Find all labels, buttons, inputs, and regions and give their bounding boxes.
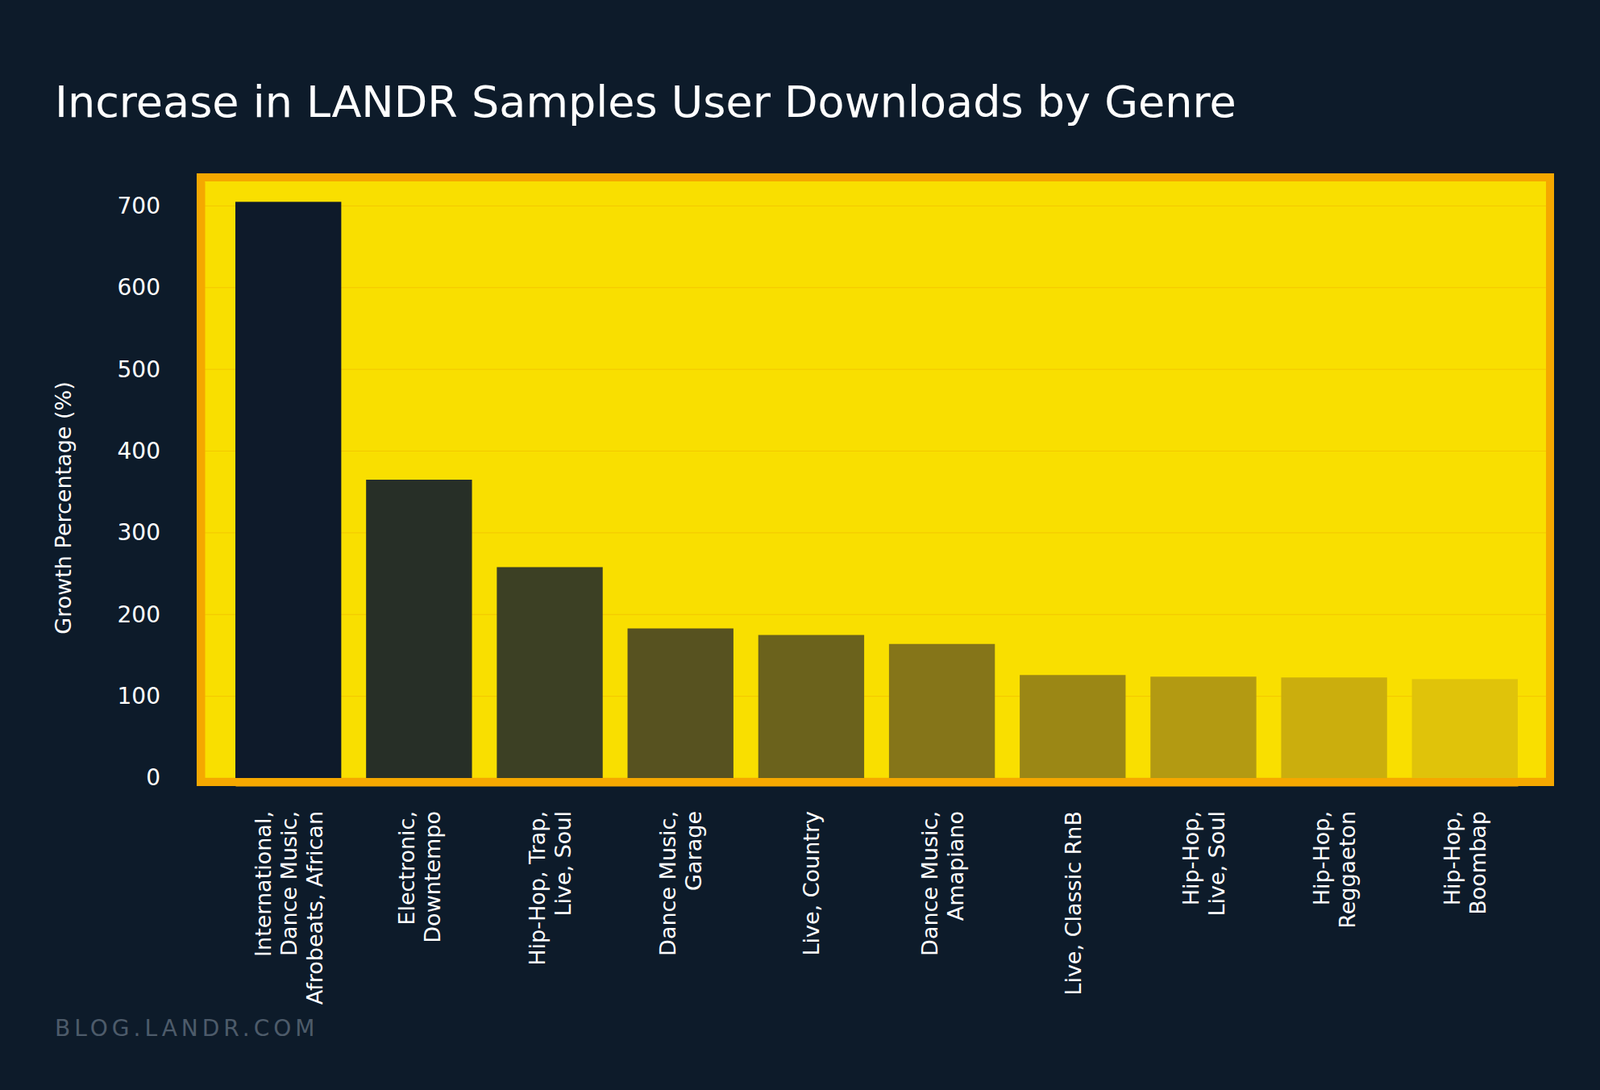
x-tick-label: Hip-Hop, Trap,Live, Soul — [524, 810, 576, 966]
y-axis: 0 100 200 300 400 500 600 700 — [117, 182, 202, 792]
bar — [1019, 674, 1126, 778]
x-tick: Hip-Hop, Trap,Live, Soul — [524, 781, 576, 966]
x-tick: Dance Music,Amapiano — [917, 781, 969, 956]
x-tick-label-line: Afrobeats, African — [302, 810, 328, 1005]
x-tick-label-line: Dance Music, — [655, 810, 681, 956]
x-tick: Dance Music,Garage — [655, 781, 707, 956]
x-tick-label: Dance Music,Amapiano — [917, 810, 969, 956]
grid-line — [204, 450, 1546, 452]
x-tick-label: Live, Classic RnB — [1060, 810, 1086, 996]
x-tick-label: Dance Music,Garage — [655, 810, 707, 956]
x-tick-label-line: Downtempo — [419, 810, 445, 944]
x-tick-label-line: Boombap — [1465, 810, 1491, 915]
bar — [365, 479, 472, 778]
x-tick-label-line: Dance Music, — [276, 810, 302, 956]
grid-line — [204, 205, 1546, 207]
x-axis-line — [236, 778, 1519, 787]
y-tick: 400 — [117, 437, 201, 465]
x-tick: Electronic,Downtempo — [394, 781, 445, 944]
y-tick: 200 — [117, 601, 201, 628]
y-tick: 100 — [117, 682, 201, 710]
bar — [889, 644, 995, 778]
x-tick-label: Hip-Hop,Boombap — [1439, 810, 1491, 915]
x-tick: International,Dance Music,Afrobeats, Afr… — [250, 781, 328, 1005]
x-axis: International,Dance Music,Afrobeats, Afr… — [236, 781, 1519, 1005]
x-tick-label-line: Hip-Hop, — [1439, 810, 1465, 906]
grid-line — [204, 286, 1546, 288]
x-tick-label-line: Live, Soul — [550, 810, 576, 917]
x-tick-label: Hip-Hop,Reggaeton — [1309, 810, 1360, 929]
y-axis-line — [197, 182, 206, 779]
bars — [235, 201, 1518, 778]
y-tick: 300 — [117, 519, 201, 546]
x-tick-label-line: Hip-Hop, Trap, — [524, 810, 550, 966]
plot-frame — [196, 173, 1555, 786]
y-tick-label: 0 — [145, 764, 161, 791]
y-tick-label: 300 — [117, 519, 161, 546]
x-tick-label: Hip-Hop,Live, Soul — [1178, 810, 1230, 917]
x-tick: Live, Country — [798, 781, 824, 956]
x-tick: Hip-Hop,Boombap — [1439, 781, 1491, 915]
x-tick: Hip-Hop,Reggaeton — [1309, 781, 1360, 929]
grid — [204, 205, 1546, 778]
y-tick: 500 — [117, 356, 201, 383]
x-tick-label-line: Garage — [681, 810, 707, 891]
x-tick-label-line: Live, Country — [798, 810, 824, 956]
bar — [1280, 677, 1387, 778]
bar — [496, 566, 603, 778]
y-tick: 700 — [117, 192, 201, 220]
title: Increase in LANDR Samples User Downloads… — [54, 76, 1237, 128]
x-tick: Live, Classic RnB — [1060, 781, 1086, 996]
y-tick: 0 — [145, 764, 201, 791]
y-tick-label: 400 — [117, 437, 161, 465]
y-axis-title: Growth Percentage (%) — [50, 381, 76, 635]
bar — [758, 635, 865, 778]
x-tick-label-line: Reggaeton — [1334, 810, 1360, 929]
source: BLOG.LANDR.COM — [54, 1014, 319, 1042]
y-tick-label: 100 — [117, 682, 161, 710]
x-tick-label: Electronic,Downtempo — [394, 810, 445, 944]
x-tick-label-line: Live, Classic RnB — [1060, 810, 1086, 996]
x-tick-label-line: Dance Music, — [917, 810, 943, 956]
chart: Increase in LANDR Samples User Downloads… — [0, 0, 1600, 1090]
y-tick-label: 600 — [117, 274, 161, 301]
x-tick-label-line: Live, Soul — [1204, 810, 1230, 917]
grid-line — [204, 369, 1546, 370]
x-tick: Hip-Hop,Live, Soul — [1178, 781, 1230, 917]
x-tick-label: Live, Country — [798, 810, 824, 956]
x-tick-label-line: Electronic, — [394, 810, 420, 926]
y-tick-label: 500 — [117, 356, 161, 383]
bar — [627, 627, 734, 778]
bar — [1412, 678, 1518, 778]
x-tick-label: International,Dance Music,Afrobeats, Afr… — [250, 810, 328, 1005]
x-tick-label-line: Amapiano — [943, 810, 969, 921]
y-tick-label: 200 — [117, 601, 161, 628]
background — [0, 0, 1600, 1090]
bar — [1150, 676, 1256, 778]
x-tick-label-line: Hip-Hop, — [1178, 810, 1204, 906]
x-tick-label-line: International, — [250, 810, 276, 957]
bar — [235, 201, 341, 778]
plot-area — [204, 181, 1546, 778]
y-tick-label: 700 — [117, 192, 161, 220]
x-tick-label-line: Hip-Hop, — [1309, 810, 1335, 906]
y-tick: 600 — [117, 274, 201, 301]
